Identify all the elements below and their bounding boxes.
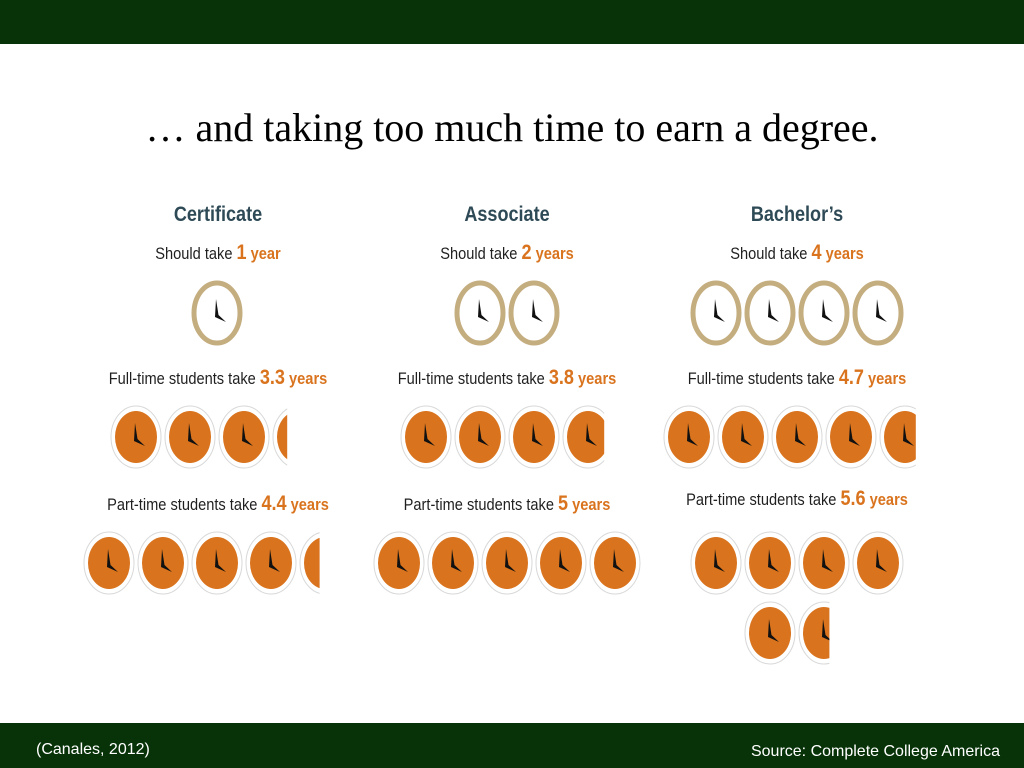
part-time-line-certificate: Part-time students take 4.4 years [80,492,355,516]
part-time-prefix: Part-time students take [107,495,262,514]
clock-icon-tan [798,280,850,346]
part-time-line-associate: Part-time students take 5 years [369,492,644,516]
clock-icon-orange [879,405,916,469]
part-time-prefix: Part-time students take [403,495,559,514]
full-time-line-associate: Full-time students take 3.8 years [369,366,644,390]
part-time-unit: years [568,495,611,514]
top-bar [0,0,1024,44]
clock-icon-orange [798,601,830,665]
clock-icon-orange [164,405,216,469]
clock-icon-orange [744,531,796,595]
part-time-number: 5.6 [840,487,866,510]
part-time-prefix: Part-time students take [686,490,841,509]
full-time-prefix: Full-time students take [397,369,549,388]
clock-icon-orange [690,531,742,595]
part-time-number: 4.4 [261,492,287,515]
should-take-clocks-associate [357,278,657,348]
should-take-line-certificate: Should take 1 year [115,241,321,265]
clock-icon-orange [272,408,288,466]
clock-row-svg [110,405,288,469]
should-take-prefix: Should take [440,244,522,263]
clock-icon-orange [373,531,425,595]
part-time-clocks-certificate [67,528,367,598]
clock-icon-orange [137,531,189,595]
should-take-prefix: Should take [730,244,812,263]
citation: (Canales, 2012) [36,741,150,758]
clock-icon-orange [218,405,270,469]
full-time-number: 4.7 [838,366,864,389]
slide-title: … and taking too much time to earn a deg… [145,105,879,150]
full-time-clocks-certificate [67,402,367,472]
full-time-unit: years [863,369,907,388]
part-time-clocks-associate [357,528,657,598]
clock-icon-orange [663,405,715,469]
clock-icon-tan [454,280,506,346]
column-title-certificate: Certificate [173,203,263,226]
should-take-number: 1 [236,241,247,264]
part-time-number: 5 [558,492,569,515]
clock-icon-orange [562,405,605,469]
should-take-line-bachelors: Should take 4 years [694,241,900,265]
should-take-unit: years [821,244,864,263]
full-time-unit: years [284,369,328,388]
clock-icon-orange [798,531,850,595]
clock-row-svg [454,280,560,346]
clock-icon-orange [771,405,823,469]
clock-icon-orange [481,531,533,595]
clock-icon-orange [454,405,506,469]
should-take-number: 4 [811,241,822,264]
clock-row-svg [690,280,904,346]
part-time-clocks-bachelors [647,528,947,668]
full-time-line-bachelors: Full-time students take 4.7 years [659,366,934,390]
full-time-clocks-associate [357,402,657,472]
part-time-unit: years [865,490,908,509]
clock-row-svg [373,531,641,595]
clock-icon-orange [83,531,135,595]
clock-row-svg [83,531,320,595]
clock-icon-orange [508,405,560,469]
should-take-clocks-certificate [67,278,367,348]
clock-icon-orange [717,405,769,469]
clock-icon-tan [508,280,560,346]
clock-icon-orange [245,531,297,595]
should-take-line-associate: Should take 2 years [404,241,610,265]
column-title-bachelors: Bachelor’s [750,203,844,226]
full-time-prefix: Full-time students take [687,369,839,388]
clock-icon-orange [535,531,587,595]
clock-icon-tan [852,280,904,346]
clock-icon-orange [744,601,796,665]
clock-icon-orange [825,405,877,469]
full-time-number: 3.8 [548,366,574,389]
clock-icon-tan [191,280,243,346]
clock-row-svg [663,405,916,469]
full-time-prefix: Full-time students take [108,369,260,388]
clock-row-svg [191,280,243,346]
should-take-prefix: Should take [155,244,237,263]
full-time-unit: years [573,369,617,388]
should-take-unit: year [246,244,281,263]
bottom-bar [0,723,1024,768]
column-title-associate: Associate [464,203,550,226]
clock-row-svg [690,531,904,665]
clock-icon-orange [400,405,452,469]
clock-row-svg [400,405,605,469]
clock-icon-orange [852,531,904,595]
full-time-number: 3.3 [259,366,285,389]
clock-icon-orange [110,405,162,469]
clock-icon-tan [744,280,796,346]
should-take-number: 2 [521,241,532,264]
part-time-line-bachelors: Part-time students take 5.6 years [659,487,934,511]
clock-icon-orange [427,531,479,595]
clock-icon-orange [299,532,320,594]
source-note: Source: Complete College America [750,743,1000,760]
full-time-line-certificate: Full-time students take 3.3 years [80,366,355,390]
should-take-clocks-bachelors [647,278,947,348]
clock-icon-orange [589,531,641,595]
clock-icon-tan [690,280,742,346]
full-time-clocks-bachelors [647,402,947,472]
clock-icon-orange [191,531,243,595]
part-time-unit: years [286,495,329,514]
should-take-unit: years [531,244,574,263]
